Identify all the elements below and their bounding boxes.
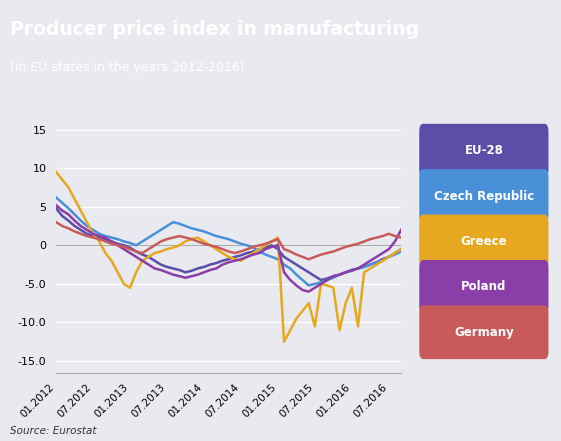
Text: Greece: Greece [461,235,507,248]
FancyBboxPatch shape [419,169,549,223]
FancyBboxPatch shape [419,260,549,314]
Text: Germany: Germany [454,326,514,339]
FancyBboxPatch shape [419,305,549,359]
FancyBboxPatch shape [419,124,549,178]
Text: (in EU states in the years 2012-2016): (in EU states in the years 2012-2016) [10,61,245,75]
Text: Czech Republic: Czech Republic [434,190,534,202]
FancyBboxPatch shape [419,215,549,268]
Text: Source: Eurostat: Source: Eurostat [10,426,96,437]
Text: Producer price index in manufacturing: Producer price index in manufacturing [10,20,419,39]
Text: Poland: Poland [461,280,507,293]
Text: EU-28: EU-28 [465,144,503,157]
